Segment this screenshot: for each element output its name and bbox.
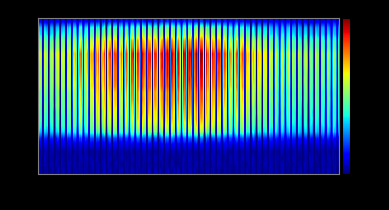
Y-axis label: Hour of Day: Hour of Day bbox=[4, 67, 14, 125]
Title: Electrical Demand Profile: Electrical Demand Profile bbox=[109, 4, 267, 17]
X-axis label: Day of the Year: Day of the Year bbox=[151, 196, 226, 206]
